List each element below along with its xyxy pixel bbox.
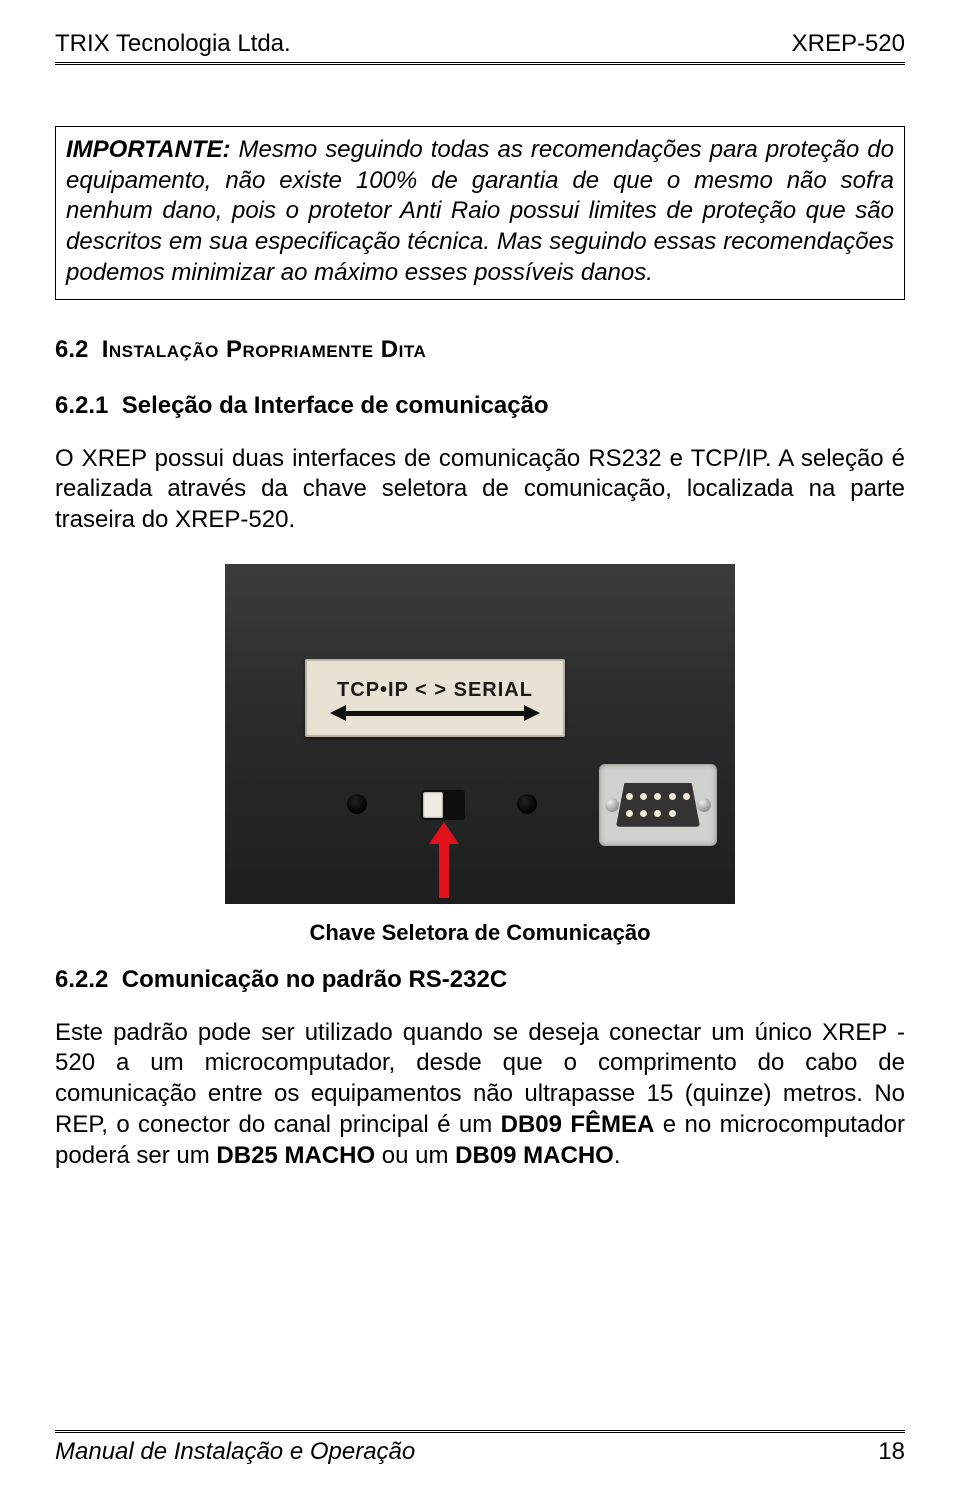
figure-switch (423, 792, 443, 818)
heading-6-2-title: Instalação Propriamente Dita (102, 336, 427, 363)
header-company: TRIX Tecnologia Ltda. (55, 30, 291, 58)
header-rule (55, 62, 905, 66)
figure-hole-icon (347, 794, 367, 814)
page-footer: Manual de Instalação e Operação 18 (55, 1438, 905, 1466)
para-6-2-2: Este padrão pode ser utilizado quando se… (55, 1018, 905, 1172)
figure-wrap: TCP•IP < > SERIAL Chave Se (55, 564, 905, 946)
footer-manual-title: Manual de Instalação e Operação (55, 1438, 415, 1466)
bold-db09-femea: DB09 FÊMEA (501, 1111, 655, 1138)
header-model: XREP-520 (792, 30, 905, 58)
para-6-2-1: O XREP possui duas interfaces de comunic… (55, 444, 905, 536)
heading-6-2-1-title: Seleção da Interface de comunicação (122, 392, 549, 419)
heading-6-2-1-num: 6.2.1 (55, 392, 108, 419)
heading-6-2: 6.2 Instalação Propriamente Dita (55, 336, 905, 364)
screw-icon (697, 798, 711, 812)
figure-double-arrow-icon (330, 706, 540, 720)
bold-db09-macho: DB09 MACHO (455, 1142, 614, 1169)
important-note-box: IMPORTANTE: Mesmo seguindo todas as reco… (55, 126, 905, 300)
heading-6-2-2: 6.2.2 Comunicação no padrão RS-232C (55, 966, 905, 994)
heading-6-2-1: 6.2.1 Seleção da Interface de comunicaçã… (55, 392, 905, 420)
figure-red-arrow-icon (431, 822, 457, 898)
para-6-2-2-end: . (614, 1142, 621, 1169)
heading-6-2-num: 6.2 (55, 336, 88, 363)
screw-icon (605, 798, 619, 812)
bold-db25-macho: DB25 MACHO (216, 1142, 375, 1169)
figure-hole-icon (517, 794, 537, 814)
heading-6-2-2-num: 6.2.2 (55, 966, 108, 993)
figure-label-plate: TCP•IP < > SERIAL (305, 659, 565, 737)
heading-6-2-2-title: Comunicação no padrão RS-232C (122, 966, 507, 993)
page-header: TRIX Tecnologia Ltda. XREP-520 (55, 30, 905, 58)
footer-rule (55, 1430, 905, 1434)
para-6-2-2-mid2: ou um (375, 1142, 455, 1169)
figure-photo: TCP•IP < > SERIAL (225, 564, 735, 904)
figure-caption: Chave Seletora de Comunicação (309, 920, 650, 946)
footer-page-number: 18 (878, 1438, 905, 1466)
note-lead: IMPORTANTE: (66, 136, 230, 163)
figure-db9-port (599, 764, 717, 846)
figure-plate-text: TCP•IP < > SERIAL (337, 679, 533, 702)
